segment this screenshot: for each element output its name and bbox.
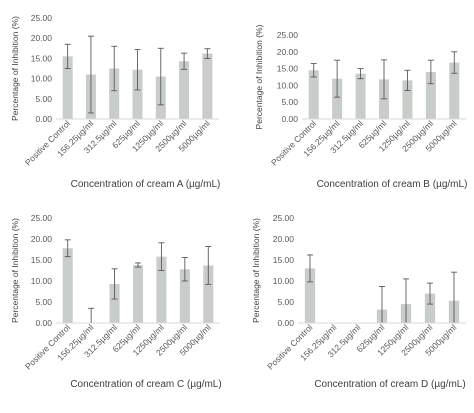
y-tick-label: 25.00 bbox=[31, 213, 53, 223]
y-tick-label: 25.00 bbox=[31, 13, 53, 23]
y-tick-label: 10.00 bbox=[31, 276, 53, 286]
bar bbox=[203, 265, 214, 323]
y-axis-label: Percentage of Inhibition (%) bbox=[10, 218, 20, 323]
y-tick-label: 15.00 bbox=[31, 255, 53, 265]
bar bbox=[109, 68, 120, 119]
y-tick-label: 20.00 bbox=[31, 33, 53, 43]
bar bbox=[156, 256, 167, 323]
y-tick-label: 15.00 bbox=[277, 64, 299, 74]
bar bbox=[132, 265, 144, 323]
bar bbox=[308, 70, 319, 119]
bar bbox=[132, 69, 143, 119]
y-axis-label: Percentage of Inhibition (%) bbox=[10, 16, 20, 121]
chart-panel-b: 0.00 5.00 10.00 15.00 20.00 25.00 Percentage o… bbox=[254, 24, 467, 190]
bar bbox=[332, 78, 343, 119]
y-axis-label: Percentage of Inhibition (%) bbox=[254, 24, 264, 129]
bar bbox=[304, 268, 316, 323]
y-axis-label: Percentage of Inhibition (%) bbox=[251, 218, 261, 323]
y-tick-label: 10.00 bbox=[31, 74, 53, 84]
x-axis-label: Concentration of cream D (µg/mL) bbox=[314, 379, 465, 390]
y-tick-label: 0.00 bbox=[281, 114, 298, 124]
y-tick-label: 5.00 bbox=[35, 94, 52, 104]
y-tick-label: 15.00 bbox=[273, 255, 295, 265]
y-tick-label: 5.00 bbox=[277, 297, 294, 307]
bar bbox=[202, 53, 213, 119]
y-tick-label: 20.00 bbox=[31, 234, 53, 244]
x-axis-label: Concentration of cream A (µg/mL) bbox=[71, 179, 221, 190]
y-tick-label: 5.00 bbox=[35, 297, 52, 307]
y-tick-label: 10.00 bbox=[277, 80, 299, 90]
x-axis-label: Concentration of cream C (µg/mL) bbox=[70, 379, 221, 390]
y-tick-label: 25.00 bbox=[273, 213, 295, 223]
y-tick-label: 10.00 bbox=[273, 276, 295, 286]
y-tick-label: 15.00 bbox=[31, 53, 53, 63]
bar bbox=[62, 248, 73, 323]
y-tick-label: 0.00 bbox=[35, 318, 52, 328]
bar bbox=[179, 269, 190, 323]
bar bbox=[179, 61, 190, 119]
y-tick-label: 20.00 bbox=[273, 234, 295, 244]
y-tick-label: 25.00 bbox=[277, 30, 299, 40]
y-tick-label: 0.00 bbox=[35, 114, 52, 124]
chart-panel-a: 0.00 5.00 10.00 15.00 20.00 25.00 Percentage o… bbox=[10, 13, 220, 190]
bar bbox=[402, 80, 413, 119]
bar bbox=[62, 56, 73, 119]
y-tick-label: 20.00 bbox=[277, 47, 299, 57]
bar bbox=[355, 73, 366, 119]
bar bbox=[109, 283, 120, 323]
chart-panel-c: 0.00 5.00 10.00 15.00 20.00 25.00 Percentage o… bbox=[10, 213, 222, 390]
y-tick-label: 0.00 bbox=[277, 318, 294, 328]
bar bbox=[449, 62, 460, 119]
chart-panel-d: 0.00 5.00 10.00 15.00 20.00 25.00 Percentage o… bbox=[251, 213, 466, 390]
bar bbox=[424, 293, 436, 323]
y-tick-label: 5.00 bbox=[281, 97, 298, 107]
x-axis-label: Concentration of cream B (µg/mL) bbox=[317, 179, 468, 190]
bar bbox=[425, 71, 436, 119]
